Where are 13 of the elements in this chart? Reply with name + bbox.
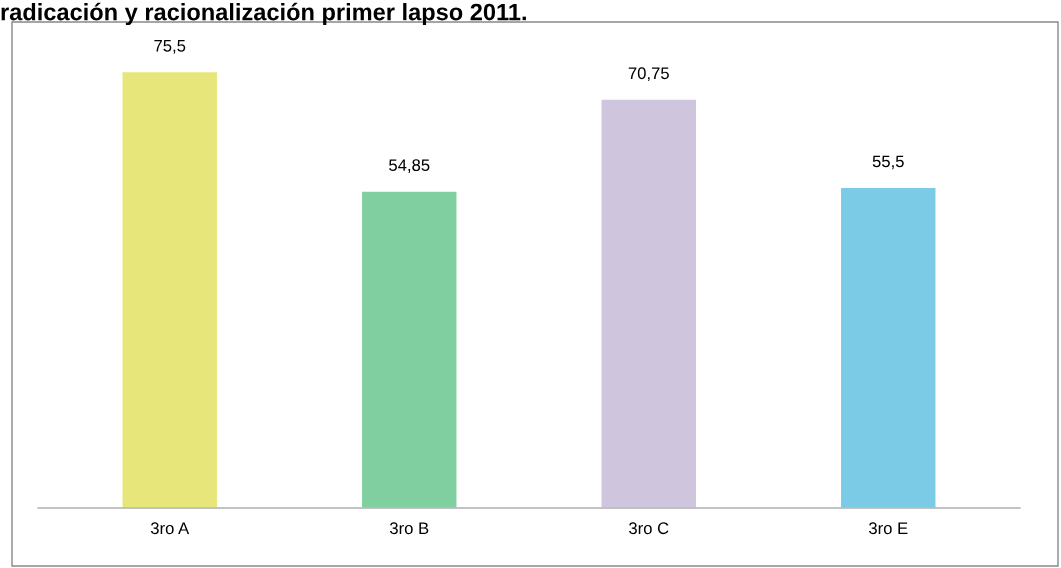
chart-title: radicación y racionalización primer lapso 2011. (1, 2, 526, 26)
x-tick-label: 3ro A (150, 522, 190, 535)
bar (121, 70, 219, 508)
x-tick-label: 3ro B (389, 522, 429, 535)
data-label: 54,85 (389, 159, 430, 173)
data-label: 70,75 (628, 67, 669, 82)
bar (600, 98, 698, 508)
data-label: 75,5 (154, 40, 186, 54)
data-label: 55,5 (872, 155, 904, 170)
x-tick-label: 3ro C (629, 522, 669, 535)
bar (360, 190, 458, 508)
bar (839, 186, 937, 508)
x-tick-label: 3ro E (868, 522, 908, 535)
